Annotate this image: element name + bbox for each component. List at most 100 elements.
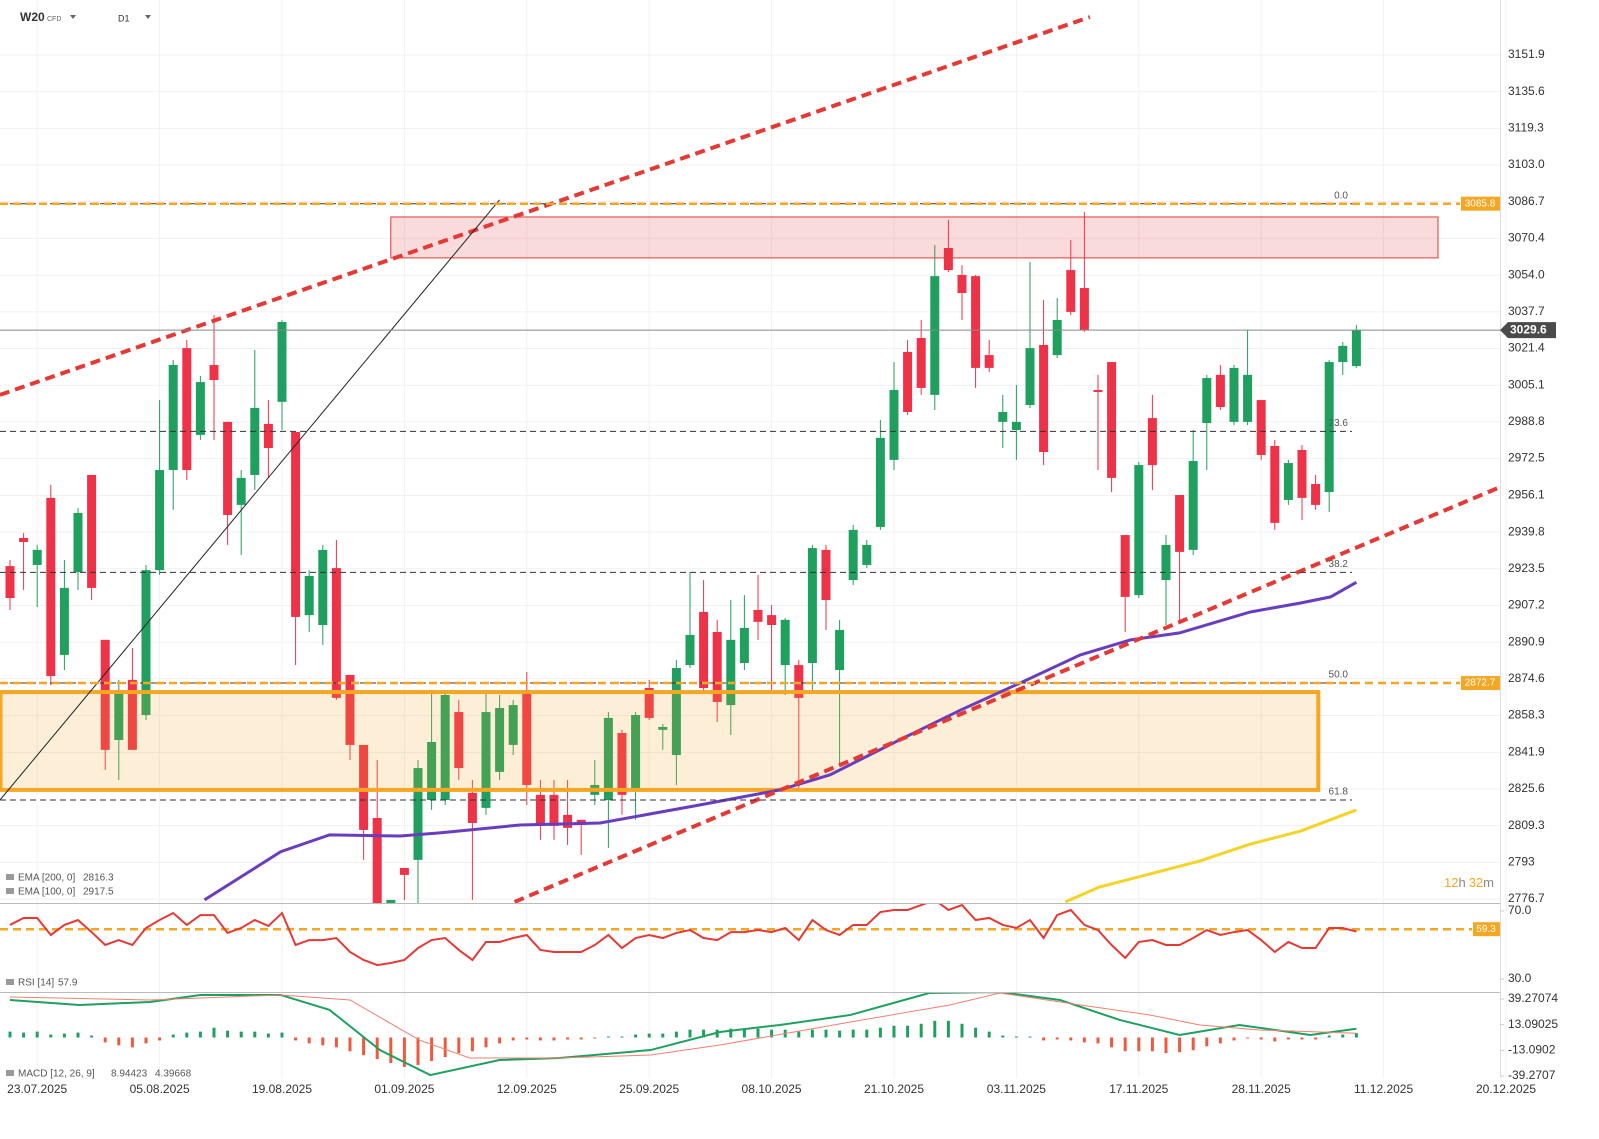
macd-histogram-bar	[797, 1031, 801, 1038]
macd-histogram-bar	[280, 1032, 284, 1038]
y-tick-label: 39.27074	[1508, 991, 1558, 1005]
y-tick-label: 3151.9	[1508, 47, 1545, 61]
macd-histogram-bar	[1259, 1037, 1263, 1040]
macd-histogram-bar	[103, 1037, 107, 1043]
macd-histogram-bar	[511, 1037, 515, 1041]
macd-histogram-bar	[1110, 1037, 1114, 1048]
candle-body	[971, 276, 981, 368]
y-tick-label: 2809.3	[1508, 818, 1545, 832]
y-tick-label: 3119.3	[1508, 121, 1544, 135]
candle-body	[87, 474, 97, 588]
macd-histogram-bar	[606, 1036, 610, 1038]
macd-histogram-bar	[647, 1033, 651, 1038]
timeframe[interactable]: D1	[118, 13, 130, 23]
macd-histogram-bar	[158, 1037, 162, 1041]
x-tick-label: 01.09.2025	[374, 1082, 434, 1096]
ema-line	[1064, 808, 1357, 903]
candle-body	[522, 690, 532, 785]
countdown-part: h	[1458, 875, 1465, 890]
candle-body	[1324, 362, 1334, 493]
macd-histogram-bar	[470, 1037, 474, 1052]
legend-icon[interactable]	[6, 888, 14, 894]
candle-body	[277, 322, 287, 402]
macd-histogram-bar	[620, 1036, 624, 1038]
macd-histogram-bar	[1246, 1037, 1250, 1039]
macd-histogram-bar	[756, 1028, 760, 1038]
macd-histogram-bar	[1014, 1036, 1018, 1038]
countdown-part: 32	[1469, 875, 1483, 890]
candle-body	[549, 794, 559, 826]
candle-body	[195, 382, 205, 435]
legend-icon[interactable]	[6, 874, 14, 880]
candle-body	[304, 575, 314, 616]
macd-histogram-bar	[1191, 1037, 1195, 1051]
macd-histogram-bar	[538, 1037, 542, 1041]
level-tag	[1473, 922, 1500, 937]
macd-histogram-bar	[198, 1031, 202, 1038]
candle-body	[495, 708, 505, 772]
candle-body	[223, 421, 233, 516]
zone	[0, 690, 1321, 792]
y-tick-label: 2907.2	[1508, 598, 1545, 612]
x-tick-label: 25.09.2025	[619, 1082, 679, 1096]
last-price-tag	[1500, 322, 1556, 339]
candle-body	[1351, 330, 1361, 367]
countdown: 12h 32m	[1444, 875, 1494, 890]
candle-body	[1052, 319, 1062, 356]
candle-body	[916, 337, 926, 388]
price-panel: 0.0 23.6 38.2 50.0 61.8	[0, 15, 1500, 903]
candle-body	[399, 867, 409, 875]
candle-body	[903, 351, 913, 412]
y-tick-label: 70.0	[1508, 903, 1532, 917]
y-tick-label: 30.0	[1508, 971, 1532, 985]
candle-body	[1079, 288, 1089, 330]
candle-body	[427, 741, 437, 801]
macd-histogram-bar	[1123, 1037, 1127, 1052]
macd-histogram-bar	[62, 1033, 66, 1038]
candle-body	[535, 794, 545, 826]
x-tick-label: 21.10.2025	[864, 1082, 924, 1096]
candle-body	[73, 512, 83, 573]
candle-body	[1188, 461, 1198, 550]
candle-body	[726, 639, 736, 706]
candle-body	[699, 611, 709, 688]
macd-histogram-bar	[878, 1027, 882, 1038]
trendline	[0, 199, 500, 801]
dropdown-arrow[interactable]	[70, 15, 76, 19]
legend-value: 4.39668	[155, 1069, 192, 1080]
legend-icon[interactable]	[6, 979, 14, 985]
x-tick-label: 23.07.2025	[7, 1082, 67, 1096]
symbol[interactable]: W20	[20, 10, 45, 24]
y-tick-label: 3103.0	[1508, 157, 1545, 171]
macd-histogram-bar	[919, 1023, 923, 1038]
y-tick-label: 2890.9	[1508, 634, 1545, 648]
candle-body	[889, 389, 899, 460]
candle-body	[209, 364, 219, 381]
macd-histogram-bar	[1314, 1037, 1318, 1040]
fib-label: 38.2	[1329, 559, 1349, 570]
legend-value: 8.94423	[111, 1069, 148, 1080]
candle-body	[1256, 400, 1266, 455]
macd-histogram-bar	[498, 1037, 502, 1044]
candle-body	[1120, 535, 1130, 597]
macd-histogram-bar	[1042, 1037, 1046, 1041]
candle-body	[372, 818, 382, 903]
macd-histogram-bar	[1232, 1037, 1236, 1041]
macd-histogram-bar	[226, 1030, 230, 1038]
candle-body	[1297, 450, 1307, 498]
candle-body	[114, 690, 124, 740]
level-tag	[1461, 196, 1500, 211]
fib-label: 50.0	[1329, 670, 1349, 681]
candle-body	[508, 705, 518, 745]
macd-histogram-bar	[729, 1028, 733, 1038]
candle-body	[32, 549, 42, 565]
candle-body	[345, 674, 355, 745]
macd-histogram-bar	[239, 1031, 243, 1038]
dropdown-arrow[interactable]	[145, 15, 151, 19]
macd-histogram-bar	[1096, 1037, 1100, 1044]
macd-histogram-bar	[1300, 1037, 1304, 1040]
y-tick-label: 2972.5	[1508, 451, 1545, 465]
y-tick-label: 2988.8	[1508, 414, 1545, 428]
candle-body	[631, 714, 641, 790]
legend-icon[interactable]	[6, 1070, 14, 1076]
